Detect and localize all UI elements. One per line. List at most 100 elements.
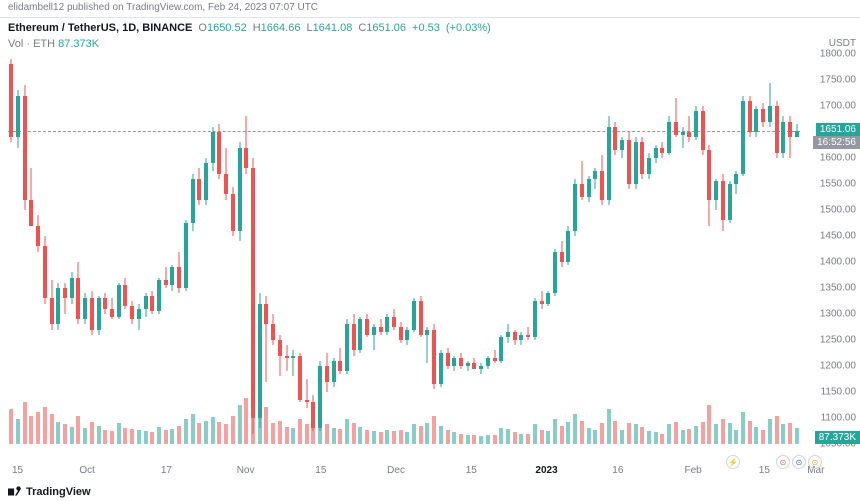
volume-bar[interactable]	[117, 423, 121, 444]
volume-bar[interactable]	[674, 422, 678, 444]
price-chart[interactable]	[8, 54, 800, 444]
volume-bar[interactable]	[533, 424, 537, 444]
volume-bar[interactable]	[311, 421, 315, 444]
volume-bar[interactable]	[687, 429, 691, 444]
volume-bar[interactable]	[43, 407, 47, 444]
volume-bar[interactable]	[278, 421, 282, 444]
volume-bar[interactable]	[150, 432, 154, 444]
volume-bar[interactable]	[647, 431, 651, 444]
volume-bar[interactable]	[660, 434, 664, 444]
volume-bar[interactable]	[338, 429, 342, 444]
volume-bar[interactable]	[123, 428, 127, 444]
volume-bar[interactable]	[258, 393, 262, 444]
volume-bar[interactable]	[224, 424, 228, 444]
volume-bar[interactable]	[768, 419, 772, 444]
volume-bar[interactable]	[466, 435, 470, 444]
volume-bar[interactable]	[587, 428, 591, 444]
volume-bar[interactable]	[130, 429, 134, 444]
volume-bar[interactable]	[332, 428, 336, 444]
volume-bar[interactable]	[667, 424, 671, 444]
volume-bar[interactable]	[654, 432, 658, 444]
volume-bar[interactable]	[728, 423, 732, 444]
volume-bar[interactable]	[184, 419, 188, 444]
volume-bar[interactable]	[352, 423, 356, 444]
volume-bar[interactable]	[553, 419, 557, 444]
volume-bar[interactable]	[593, 430, 597, 444]
volume-bar[interactable]	[244, 398, 248, 444]
volume-bar[interactable]	[385, 430, 389, 444]
volume-bar[interactable]	[63, 424, 67, 444]
volume-bar[interactable]	[399, 430, 403, 444]
volume-bar[interactable]	[412, 424, 416, 444]
volume-bar[interactable]	[29, 416, 33, 444]
volume-bar[interactable]	[23, 402, 27, 444]
volume-bar[interactable]	[137, 430, 141, 444]
volume-bar[interactable]	[298, 419, 302, 444]
volume-bar[interactable]	[519, 434, 523, 444]
volume-bar[interactable]	[634, 424, 638, 444]
volume-bar[interactable]	[499, 428, 503, 444]
volume-bar[interactable]	[97, 426, 101, 444]
volume-bar[interactable]	[372, 431, 376, 444]
volume-bar[interactable]	[459, 434, 463, 444]
volume-bar[interactable]	[379, 432, 383, 444]
volume-bar[interactable]	[486, 435, 490, 444]
volume-bar[interactable]	[707, 405, 711, 444]
volume-bar[interactable]	[204, 421, 208, 444]
volume-bar[interactable]	[714, 424, 718, 444]
volume-bar[interactable]	[217, 422, 221, 444]
volume-bar[interactable]	[701, 422, 705, 444]
volume-bar[interactable]	[110, 431, 114, 444]
volume-bar[interactable]	[694, 426, 698, 444]
volume-bar[interactable]	[405, 432, 409, 444]
volume-bar[interactable]	[681, 430, 685, 444]
volume-bar[interactable]	[754, 427, 758, 444]
volume-bar[interactable]	[271, 423, 275, 444]
volume-bar[interactable]	[238, 405, 242, 444]
volume-bar[interactable]	[9, 409, 13, 444]
volume-bar[interactable]	[144, 431, 148, 444]
volume-bar[interactable]	[560, 426, 564, 444]
volume-bar[interactable]	[613, 421, 617, 444]
volume-bar[interactable]	[734, 430, 738, 444]
volume-bar[interactable]	[781, 424, 785, 444]
volume-bar[interactable]	[493, 435, 497, 444]
volume-bar[interactable]	[446, 430, 450, 444]
volume-bar[interactable]	[164, 430, 168, 444]
volume-bar[interactable]	[177, 426, 181, 444]
volume-bar[interactable]	[573, 414, 577, 444]
volume-bar[interactable]	[540, 430, 544, 444]
volume-bar[interactable]	[580, 421, 584, 444]
tradingview-logo[interactable]: TradingView	[8, 485, 91, 499]
volume-bar[interactable]	[285, 427, 289, 444]
volume-bar[interactable]	[36, 412, 40, 444]
volume-bar[interactable]	[506, 429, 510, 444]
volume-bar[interactable]	[761, 430, 765, 444]
volume-bar[interactable]	[566, 422, 570, 444]
volume-bar[interactable]	[291, 428, 295, 444]
volume-bar[interactable]	[607, 409, 611, 444]
volume-bar[interactable]	[472, 435, 476, 444]
volume-bar[interactable]	[264, 407, 268, 444]
volume-bar[interactable]	[170, 429, 174, 444]
volume-bar[interactable]	[721, 419, 725, 444]
volume-bar[interactable]	[365, 430, 369, 444]
volume-bar[interactable]	[16, 419, 20, 444]
indicator-icon[interactable]: ⊙	[808, 455, 822, 469]
volume-bar[interactable]	[748, 421, 752, 444]
volume-bar[interactable]	[741, 412, 745, 444]
volume-bar[interactable]	[231, 416, 235, 444]
volume-bar[interactable]	[392, 431, 396, 444]
volume-bar[interactable]	[788, 423, 792, 444]
volume-bar[interactable]	[103, 430, 107, 444]
volume-bar[interactable]	[251, 384, 255, 444]
indicator-icon[interactable]: ⊙	[776, 455, 790, 469]
volume-bar[interactable]	[358, 427, 362, 444]
volume-bar[interactable]	[640, 427, 644, 444]
volume-bar[interactable]	[157, 427, 161, 444]
volume-bar[interactable]	[452, 432, 456, 444]
volume-bar[interactable]	[526, 434, 530, 444]
volume-bar[interactable]	[620, 430, 624, 444]
volume-bar[interactable]	[425, 423, 429, 444]
symbol-pair[interactable]: Ethereum / TetherUS, 1D, BINANCE	[8, 22, 192, 34]
